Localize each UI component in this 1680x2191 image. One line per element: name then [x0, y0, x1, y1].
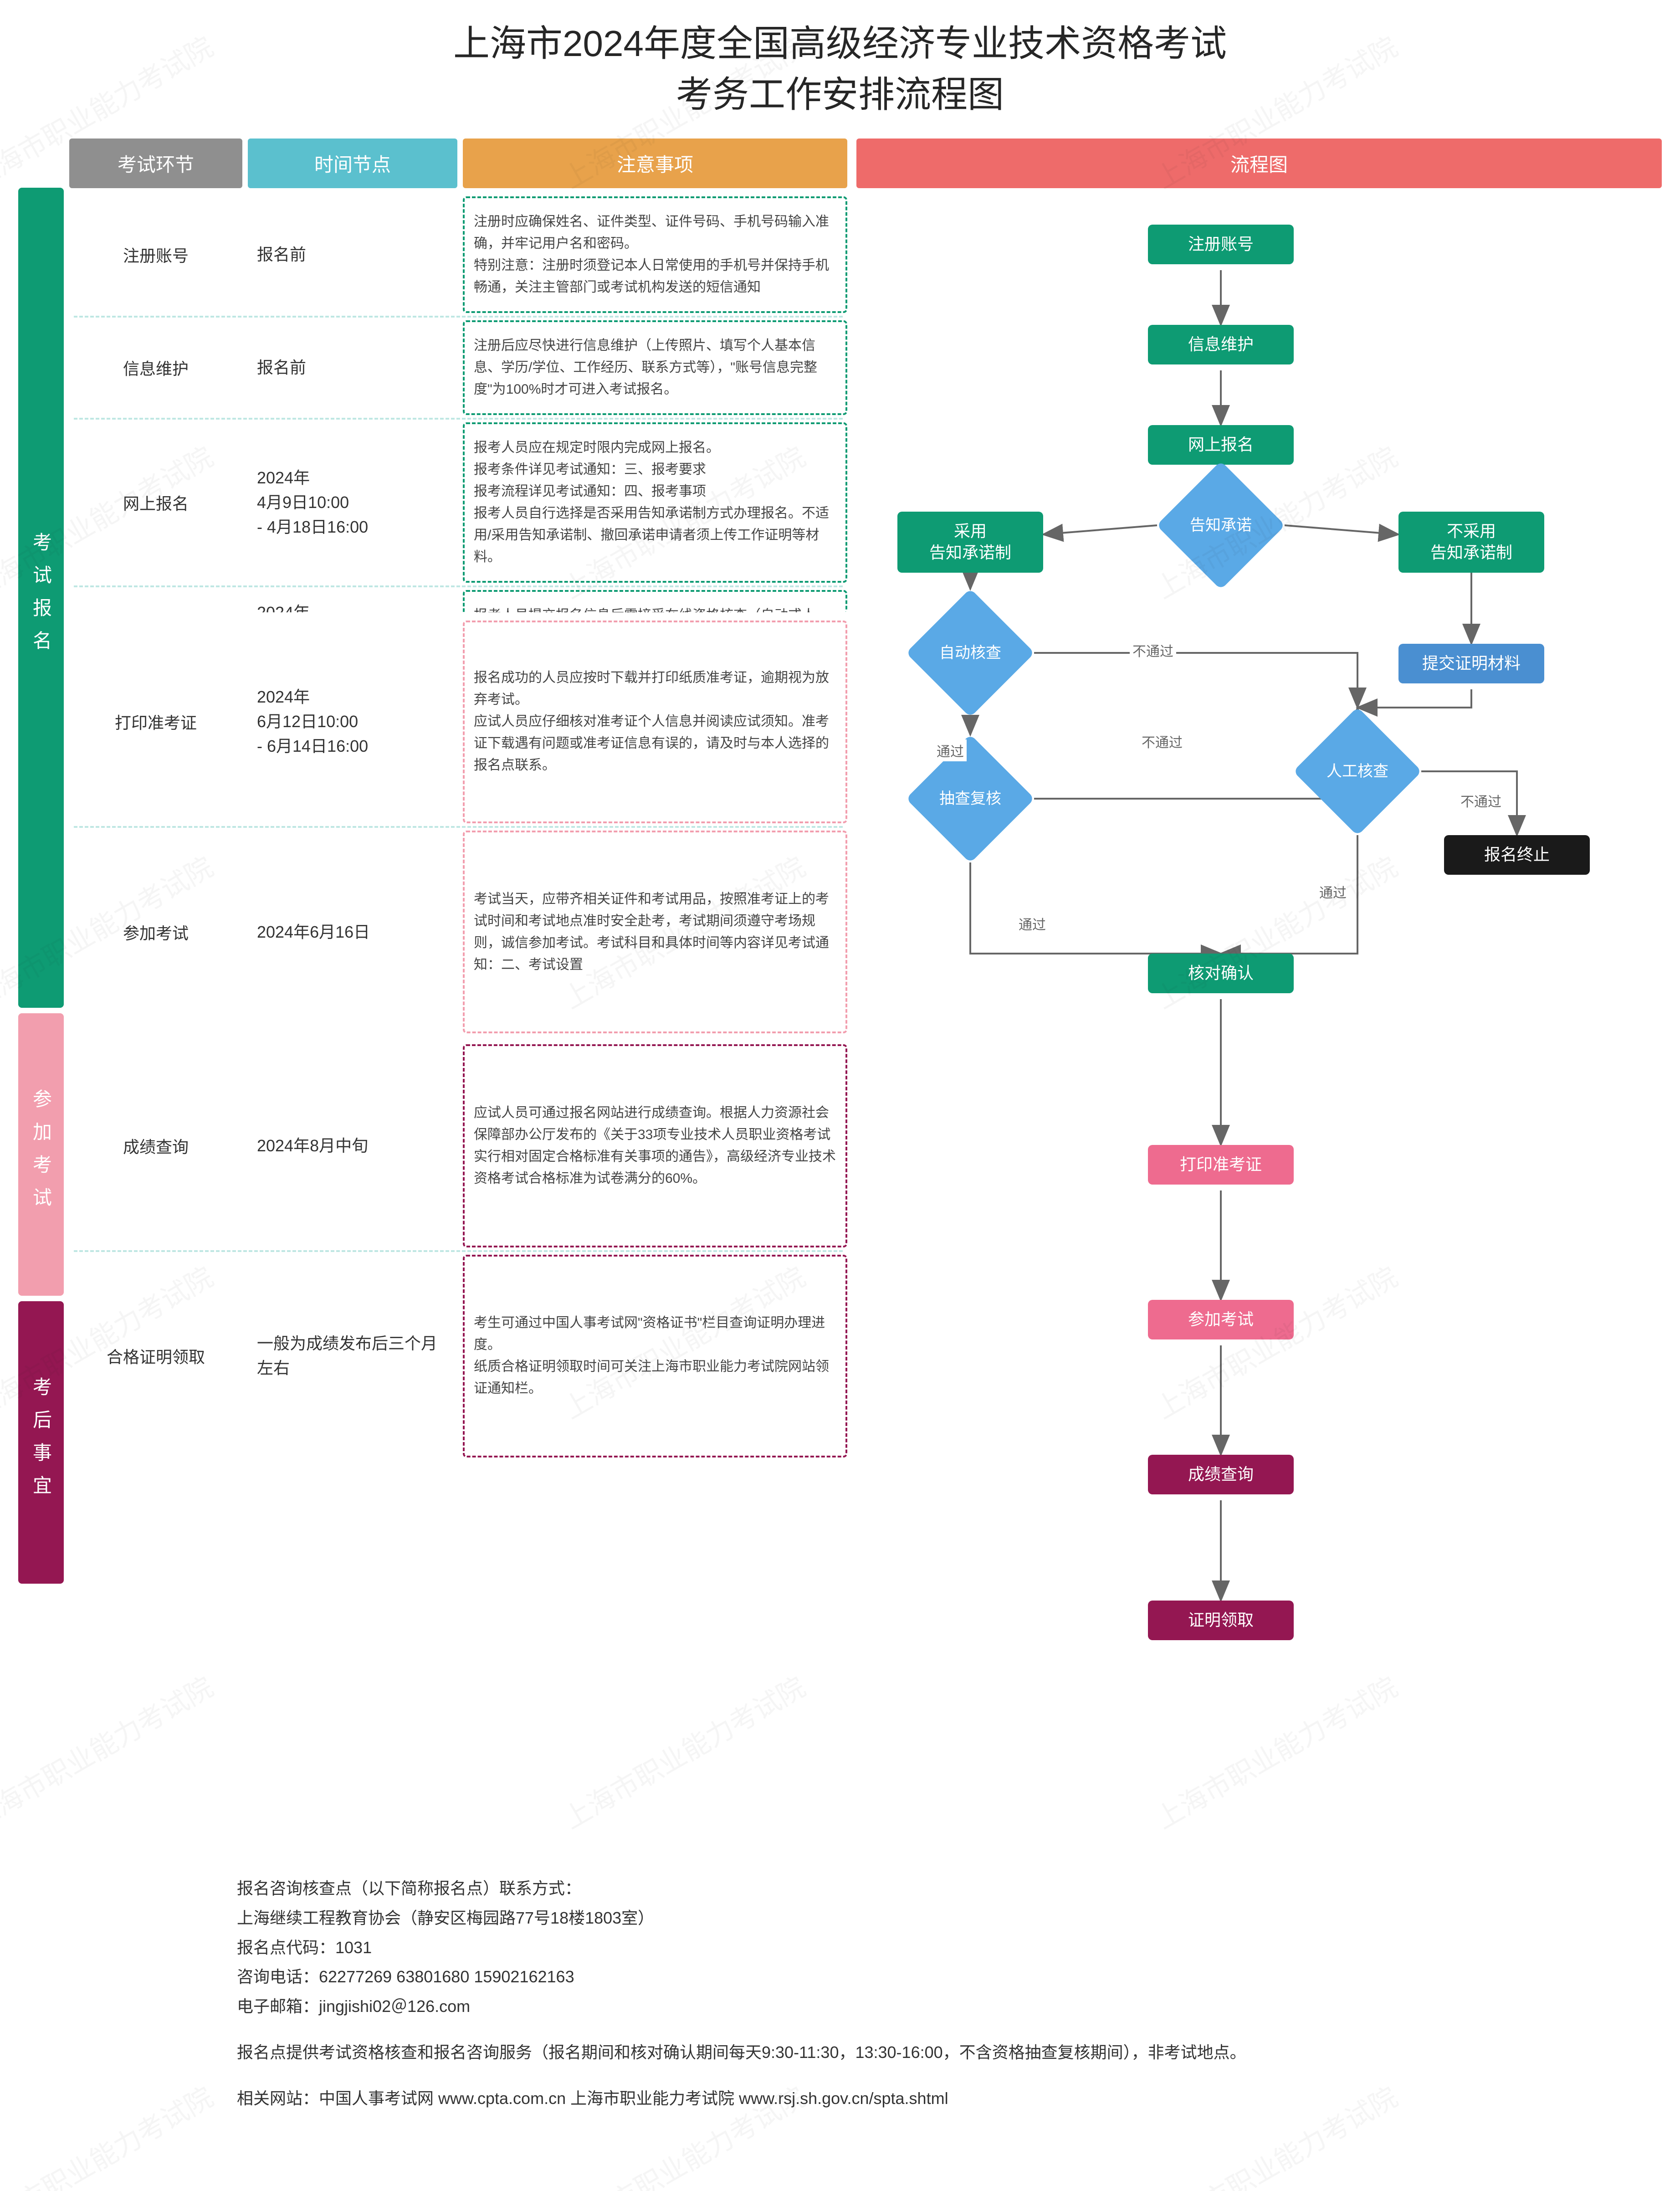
- footer-contact-title: 报名咨询核查点（以下简称报名点）联系方式：: [237, 1874, 1421, 1904]
- cell-time: 一般为成绩发布后三个月左右: [248, 1252, 457, 1460]
- cell-time: 2024年 4月9日10:00 - 4月18日16:00: [248, 420, 457, 585]
- table-row: 合格证明领取一般为成绩发布后三个月左右考生可通过中国人事考试网"资格证书"栏目查…: [69, 1252, 847, 1460]
- phase-exam-label: 参加考试: [18, 1013, 64, 1296]
- flow-node-n6: 自动核查: [907, 621, 1034, 685]
- flow-edge-label: 通过: [1316, 881, 1349, 903]
- footer-service-note: 报名点提供考试资格核查和报名咨询服务（报名期间和核对确认期间每天9:30-11:…: [237, 2038, 1421, 2068]
- flow-edge-label: 通过: [1016, 913, 1049, 934]
- flow-node-n13: 参加考试: [1148, 1300, 1294, 1339]
- footer-block: 报名咨询核查点（以下简称报名点）联系方式： 上海继续工程教育协会（静安区梅园路7…: [237, 1874, 1421, 2114]
- table-row: 打印准考证2024年 6月12日10:00 - 6月14日16:00报名成功的人…: [69, 618, 847, 826]
- flow-node-n9: 抽查复核: [907, 767, 1034, 831]
- cell-notes: 报考人员应在规定时限内完成网上报名。 报考条件详见考试通知：三、报考要求 报考流…: [463, 422, 847, 583]
- phase-column: 考试报名参加考试考后事宜: [18, 139, 64, 1584]
- cell-notes: 考生可通过中国人事考试网"资格证书"栏目查询证明办理进度。 纸质合格证明领取时间…: [463, 1255, 847, 1457]
- footer-contact-email: 电子邮箱：jingjishi02＠126.com: [237, 1992, 1421, 2022]
- phase-after-rows: 成绩查询2024年8月中旬应试人员可通过报名网站进行成绩查询。根据人力资源社会保…: [69, 1042, 847, 1460]
- flow-edge-label: 通过: [934, 739, 967, 761]
- flow-edge-label: 不通过: [1130, 639, 1176, 661]
- cell-step: 资格核查: [69, 587, 242, 612]
- flow-edge-label: 不通过: [1139, 730, 1185, 752]
- left-panel: 考试报名参加考试考后事宜 考试环节 时间节点 注意事项 注册账号报名前注册时应确…: [18, 139, 847, 1584]
- header-step: 考试环节: [69, 139, 242, 188]
- table-row: 资格核查2024年 4月9日10:00 - 4月19日16:00 报考人员提交报名…: [69, 587, 847, 612]
- header-notes: 注意事项: [463, 139, 847, 188]
- flow-node-n11: 核对确认: [1148, 954, 1294, 993]
- flow-node-n8: 人工核查: [1294, 739, 1421, 803]
- table-row: 成绩查询2024年8月中旬应试人员可通过报名网站进行成绩查询。根据人力资源社会保…: [69, 1042, 847, 1250]
- footer-contact: 报名咨询核查点（以下简称报名点）联系方式： 上海继续工程教育协会（静安区梅园路7…: [237, 1874, 1421, 2022]
- table-row: 网上报名2024年 4月9日10:00 - 4月18日16:00报考人员应在规定…: [69, 420, 847, 585]
- flow-node-n5a: 采用 告知承诺制: [897, 512, 1043, 573]
- right-panel: 流程图 注册账号信息维护网上报名告知承诺 采用 告知承诺制 不采用 告知承诺制自动核…: [856, 139, 1662, 1847]
- cell-step: 成绩查询: [69, 1042, 242, 1250]
- main-layout: 考试报名参加考试考后事宜 考试环节 时间节点 注意事项 注册账号报名前注册时应确…: [18, 139, 1662, 1847]
- cell-step: 注册账号: [69, 194, 242, 316]
- flow-node-n4: 告知承诺: [1157, 493, 1285, 557]
- cell-time: 2024年8月中旬: [248, 1042, 457, 1250]
- flow-node-n15: 证明领取: [1148, 1601, 1294, 1640]
- phase-after-label: 考后事宜: [18, 1301, 64, 1584]
- cell-notes: 应试人员可通过报名网站进行成绩查询。根据人力资源社会保障部办公厅发布的《关于33…: [463, 1044, 847, 1247]
- table-row: 参加考试2024年6月16日考试当天，应带齐相关证件和考试用品，按照准考证上的考…: [69, 828, 847, 1036]
- title-line-1: 上海市2024年度全国高级经济专业技术资格考试: [18, 18, 1662, 69]
- flow-node-n1: 注册账号: [1148, 225, 1294, 264]
- footer-contact-org: 上海继续工程教育协会（静安区梅园路77号18楼1803室）: [237, 1904, 1421, 1933]
- cell-time: 2024年 4月9日10:00 - 4月19日16:00: [248, 587, 457, 612]
- cell-time: 2024年6月16日: [248, 828, 457, 1036]
- flow-node-n14: 成绩查询: [1148, 1455, 1294, 1494]
- cell-step: 网上报名: [69, 420, 242, 585]
- table-row: 信息维护报名前注册后应尽快进行信息维护（上传照片、填写个人基本信息、学历/学位、…: [69, 318, 847, 418]
- flow-node-n10: 报名终止: [1444, 835, 1590, 875]
- phase-registration-rows: 注册账号报名前注册时应确保姓名、证件类型、证件号码、手机号码输入准确，并牢记用户…: [69, 194, 847, 612]
- table-row: 注册账号报名前注册时应确保姓名、证件类型、证件号码、手机号码输入准确，并牢记用户…: [69, 194, 847, 316]
- header-flow: 流程图: [856, 139, 1662, 188]
- cell-time: 2024年 6月12日10:00 - 6月14日16:00: [248, 618, 457, 826]
- flow-node-n7: 提交证明材料: [1398, 644, 1544, 683]
- cell-time: 报名前: [248, 318, 457, 418]
- page-title: 上海市2024年度全国高级经济专业技术资格考试 考务工作安排流程图: [18, 18, 1662, 120]
- title-line-2: 考务工作安排流程图: [18, 69, 1662, 120]
- cell-step: 信息维护: [69, 318, 242, 418]
- cell-step: 打印准考证: [69, 618, 242, 826]
- cell-step: 参加考试: [69, 828, 242, 1036]
- cell-notes: 注册时应确保姓名、证件类型、证件号码、手机号码输入准确，并牢记用户名和密码。 特…: [463, 196, 847, 313]
- phase-exam-rows: 打印准考证2024年 6月12日10:00 - 6月14日16:00报名成功的人…: [69, 618, 847, 1036]
- phase-registration-label: 考试报名: [18, 188, 64, 1008]
- cell-step: 合格证明领取: [69, 1252, 242, 1460]
- footer-websites: 相关网站：中国人事考试网 www.cpta.com.cn 上海市职业能力考试院 …: [237, 2084, 1421, 2114]
- flow-node-n5b: 不采用 告知承诺制: [1398, 512, 1544, 573]
- flow-edge-label: 不通过: [1458, 790, 1504, 811]
- cell-notes: 报名成功的人员应按时下载并打印纸质准考证，逾期视为放弃考试。 应试人员应仔细核对…: [463, 621, 847, 823]
- footer-contact-tel: 咨询电话：62277269 63801680 15902162163: [237, 1962, 1421, 1992]
- flowchart: 注册账号信息维护网上报名告知承诺 采用 告知承诺制 不采用 告知承诺制自动核查 提交证…: [856, 206, 1662, 1847]
- header-time: 时间节点: [248, 139, 457, 188]
- table-header-row: 考试环节 时间节点 注意事项: [69, 139, 847, 188]
- watermark: 上海市职业能力考试院: [0, 2076, 220, 2191]
- flow-node-n3: 网上报名: [1148, 425, 1294, 465]
- table-column: 考试环节 时间节点 注意事项 注册账号报名前注册时应确保姓名、证件类型、证件号码…: [69, 139, 847, 1584]
- cell-time: 报名前: [248, 194, 457, 316]
- footer-contact-code: 报名点代码：1031: [237, 1933, 1421, 1963]
- table-body: 注册账号报名前注册时应确保姓名、证件类型、证件号码、手机号码输入准确，并牢记用户…: [69, 194, 847, 1460]
- cell-notes: 考试当天，应带齐相关证件和考试用品，按照准考证上的考试时间和考试地点准时安全赴考…: [463, 831, 847, 1033]
- cell-notes: 报考人员提交报名信息后需接受在线资格核查（自动或人工）。 详见考试通知：四、（五…: [463, 590, 847, 612]
- flow-node-n12: 打印准考证: [1148, 1145, 1294, 1185]
- cell-notes: 注册后应尽快进行信息维护（上传照片、填写个人基本信息、学历/学位、工作经历、联系…: [463, 320, 847, 415]
- flow-node-n2: 信息维护: [1148, 325, 1294, 364]
